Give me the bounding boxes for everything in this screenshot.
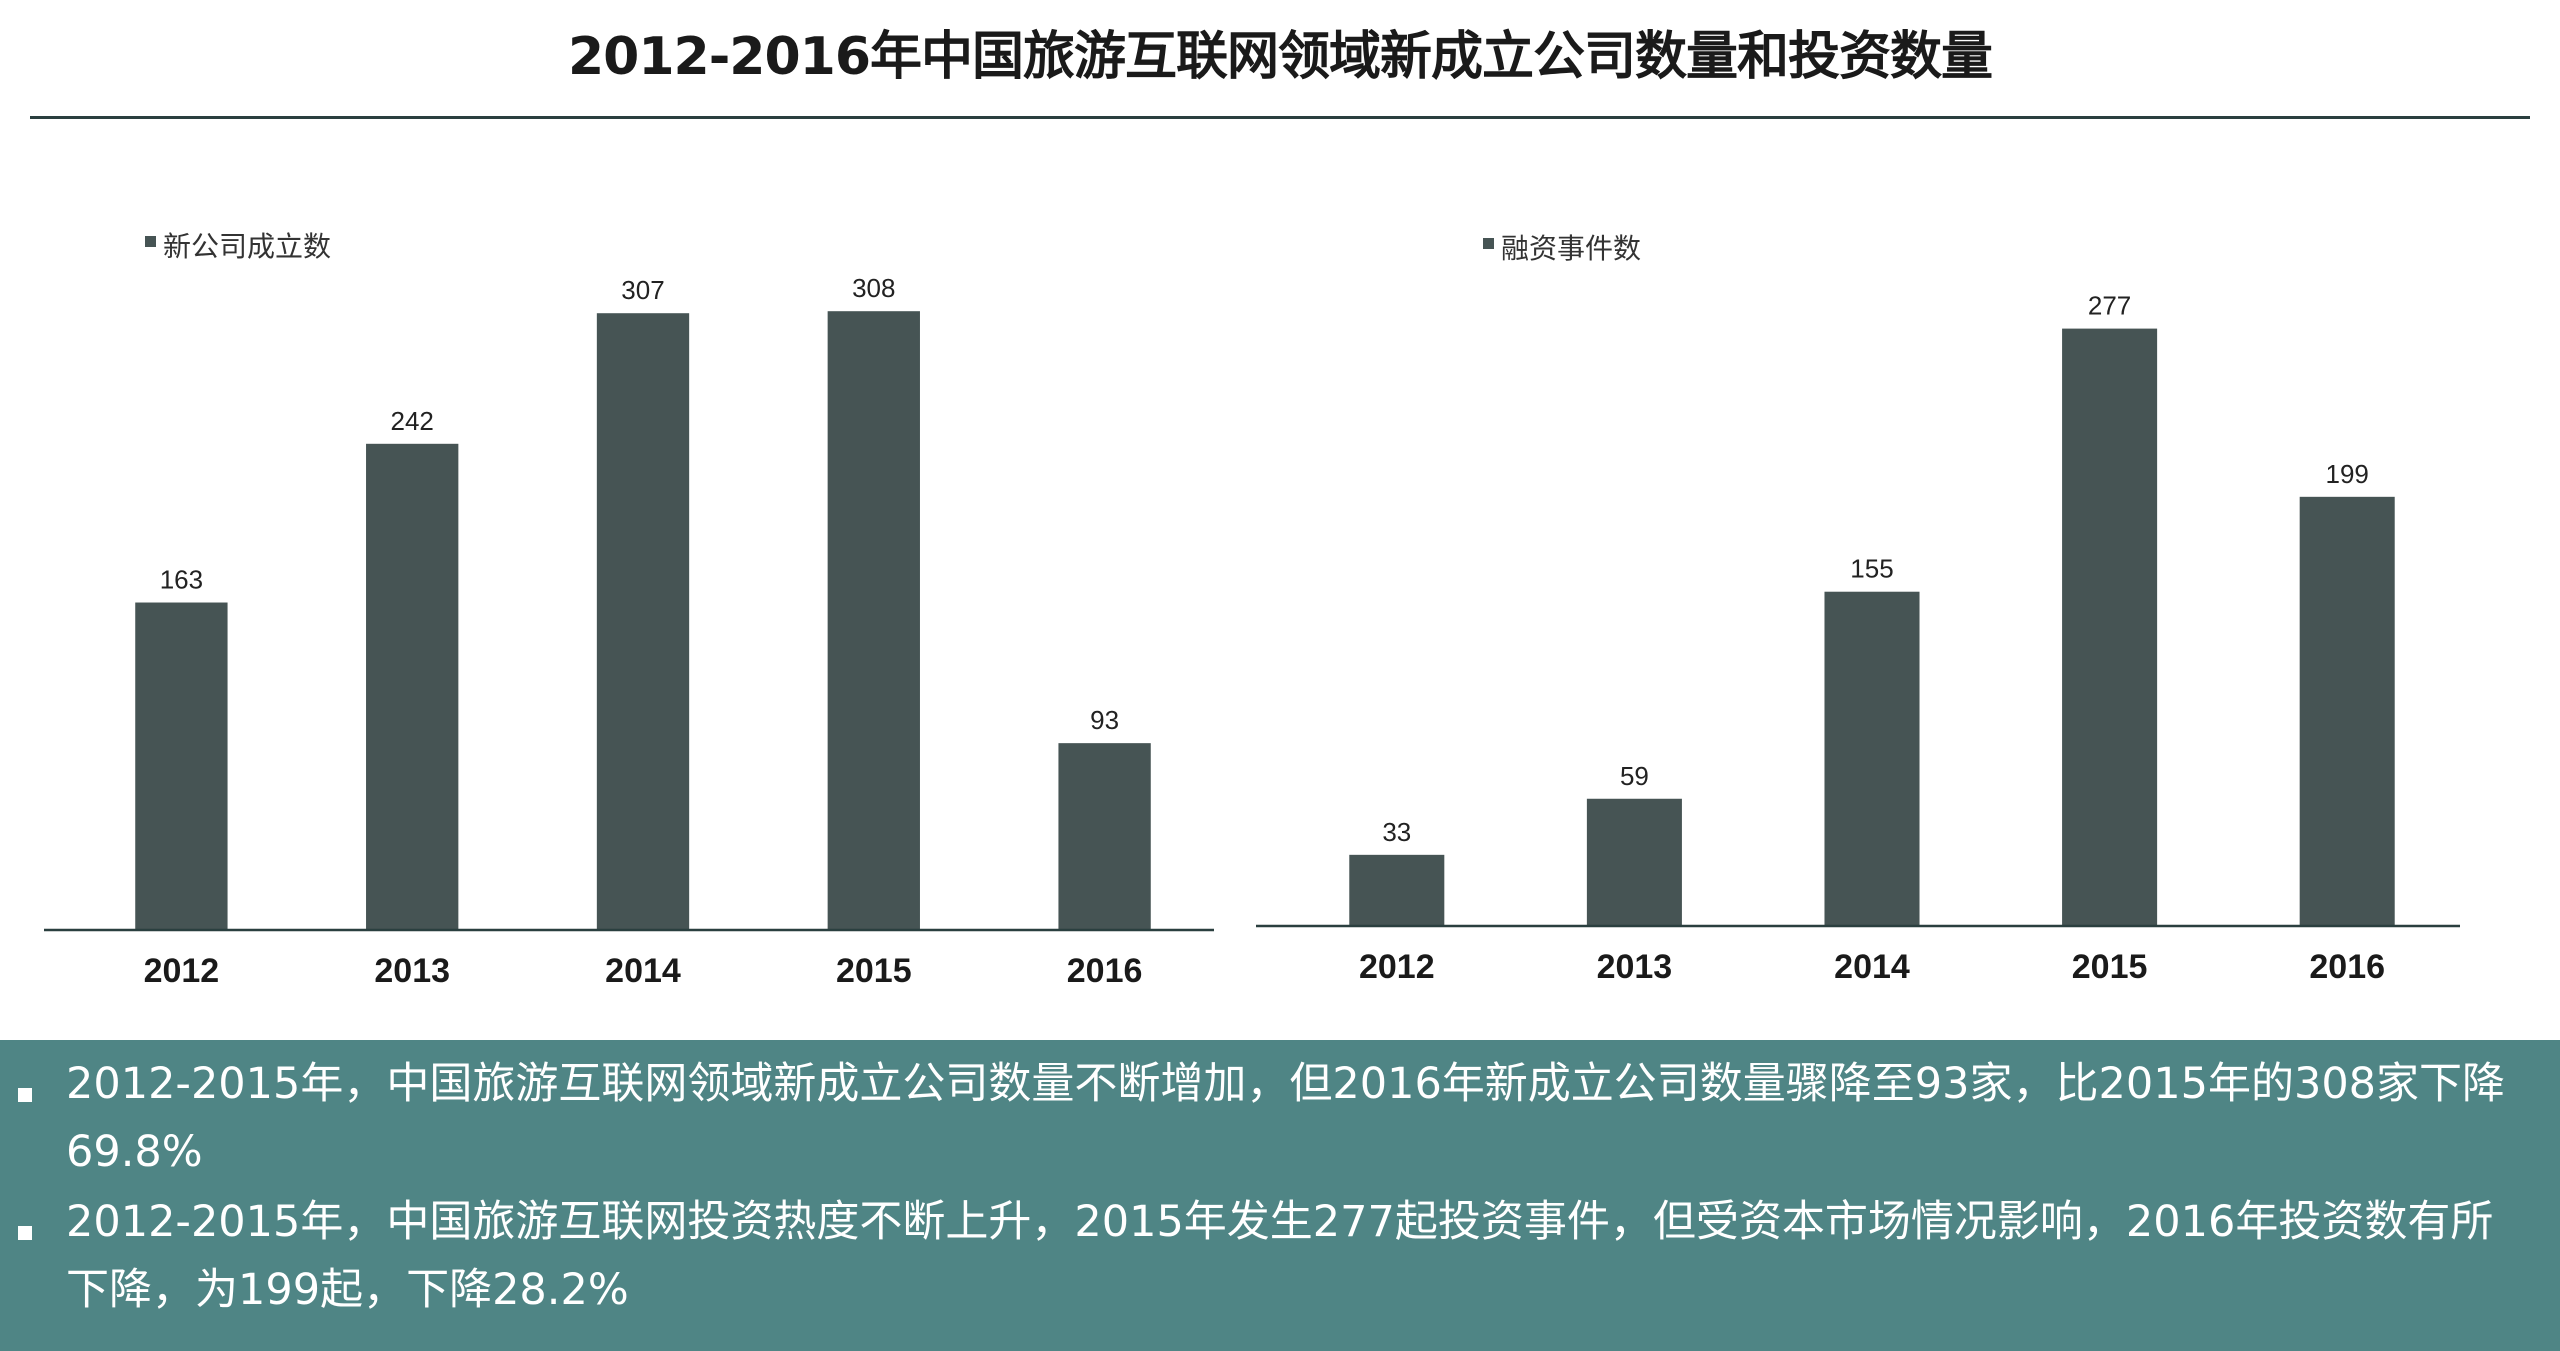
charts-canvas: 新公司成立数 163 2012 242 2013 307 2014 308 2015 93 2016… (44, 230, 2460, 990)
summary-text: 2012-2015年，中国旅游互联网领域新成立公司数量不断增加，但2016年新成… (66, 1059, 2506, 1177)
x-tick-label: 2015 (836, 952, 912, 990)
bar (1058, 743, 1151, 930)
bar (1586, 798, 1682, 926)
x-tick-label: 2016 (1067, 952, 1143, 990)
legend-label: 新公司成立数 (163, 230, 331, 263)
bullet-square-icon (18, 1226, 32, 1240)
x-tick-label: 2014 (605, 952, 681, 990)
legend-swatch (145, 236, 156, 247)
x-tick-label: 2014 (1834, 948, 1910, 986)
bar (135, 602, 228, 930)
bar (827, 311, 920, 930)
page-title: 2012-2016年中国旅游互联网领域新成立公司数量和投资数量 (567, 27, 1993, 87)
data-label: 163 (160, 565, 203, 595)
bar (1349, 854, 1445, 926)
data-label: 33 (1382, 817, 1411, 847)
bullet-square-icon (18, 1088, 32, 1102)
legend-swatch (1483, 238, 1494, 249)
x-tick-label: 2012 (1359, 948, 1435, 986)
legend-label: 融资事件数 (1501, 232, 1641, 265)
bar (1824, 591, 1920, 926)
chart-financing-events: 融资事件数 33 2012 59 2013 155 2014 277 2015 199 2016 (1256, 232, 2460, 986)
data-label: 93 (1090, 705, 1119, 735)
data-label: 242 (391, 406, 434, 436)
summary-box: 2012-2015年，中国旅游互联网领域新成立公司数量不断增加，但2016年新成… (0, 1040, 2560, 1351)
data-label: 59 (1620, 761, 1649, 791)
title-divider (30, 116, 2530, 119)
x-tick-label: 2012 (144, 952, 220, 990)
x-tick-label: 2013 (1597, 948, 1673, 986)
bar (366, 443, 459, 930)
bar (596, 313, 690, 930)
data-label: 155 (1850, 554, 1893, 584)
x-tick-label: 2016 (2309, 948, 2385, 986)
x-tick-label: 2013 (374, 952, 450, 990)
x-tick-label: 2015 (2072, 948, 2148, 986)
chart-new-companies: 新公司成立数 163 2012 242 2013 307 2014 308 2015 93 2016 (44, 230, 1214, 990)
data-label: 307 (621, 275, 664, 305)
data-label: 277 (2088, 291, 2131, 321)
summary-text: 2012-2015年，中国旅游互联网投资热度不断上升，2015年发生277起投资… (66, 1197, 2494, 1315)
data-label: 199 (2326, 459, 2369, 489)
bar (2299, 496, 2395, 926)
bar (2062, 328, 2158, 926)
data-label: 308 (852, 273, 895, 303)
